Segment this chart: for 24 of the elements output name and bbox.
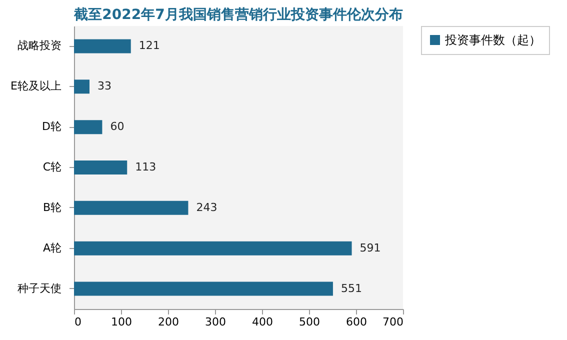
y-tick-label: E轮及以上	[10, 80, 62, 93]
legend-label: 投资事件数（起）	[444, 33, 541, 47]
data-label: 591	[360, 241, 381, 254]
x-tick-label: 700	[382, 316, 404, 328]
x-tick-label: 200	[158, 316, 179, 328]
x-tick-label: 400	[252, 316, 273, 328]
data-label: 243	[196, 200, 218, 214]
data-label: 551	[340, 282, 362, 295]
x-tick-label: 100	[111, 316, 132, 328]
y-tick-label: C轮	[42, 160, 62, 174]
y-tick-label: 种子天使	[18, 282, 62, 295]
x-tick-label: 600	[346, 316, 367, 328]
y-tick-label: A轮	[42, 241, 62, 254]
data-label: 60	[110, 120, 124, 134]
x-tick-label: 0	[74, 316, 82, 328]
chart-title: 截至2022年7月我国销售营销行业投资事件伦次分布	[73, 7, 403, 23]
y-tick-label: 战略投资	[18, 39, 62, 52]
x-tick-label: 300	[205, 316, 226, 328]
data-label: 33	[98, 80, 112, 93]
x-tick-label: 500	[299, 316, 320, 328]
data-label: 113	[135, 160, 156, 174]
data-label: 121	[138, 39, 160, 52]
y-tick-label: D轮	[42, 120, 62, 134]
y-tick-label: B轮	[42, 200, 62, 214]
